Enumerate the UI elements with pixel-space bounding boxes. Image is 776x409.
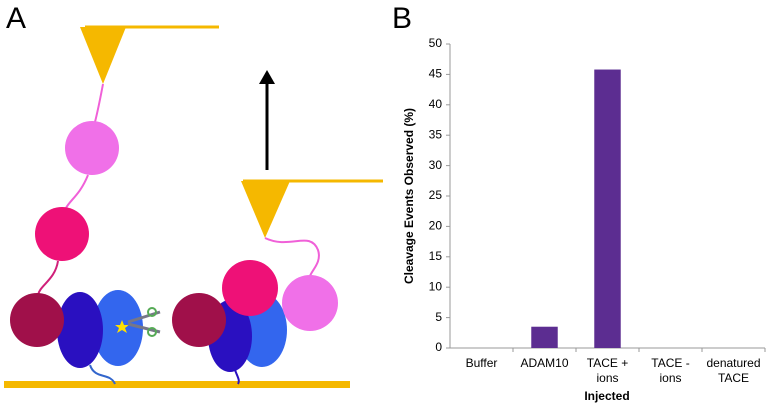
y-tick-label: 45 bbox=[429, 67, 443, 81]
domain bbox=[65, 121, 119, 175]
scissors bbox=[147, 307, 157, 317]
domain bbox=[222, 260, 278, 316]
x-axis-label: Injected bbox=[584, 389, 629, 403]
tip bbox=[241, 181, 290, 238]
y-tick-label: 30 bbox=[429, 158, 443, 172]
y-axis-label: Cleavage Events Observed (%) bbox=[402, 108, 416, 284]
domain bbox=[10, 293, 64, 347]
bar bbox=[531, 326, 558, 348]
y-tick-label: 5 bbox=[435, 310, 442, 324]
linker bbox=[65, 174, 89, 209]
y-tick-label: 20 bbox=[429, 219, 443, 233]
bar bbox=[594, 69, 621, 348]
y-tick-label: 25 bbox=[429, 188, 443, 202]
x-tick-label: denatured TACE bbox=[706, 356, 761, 385]
panel-label: B bbox=[392, 2, 412, 35]
anchor bbox=[234, 369, 240, 385]
protein bbox=[57, 292, 103, 368]
arrow bbox=[259, 70, 275, 84]
surface bbox=[4, 381, 350, 388]
linker bbox=[94, 83, 104, 123]
anchor bbox=[89, 364, 116, 385]
linker bbox=[264, 237, 320, 277]
diagram bbox=[4, 25, 383, 388]
y-tick-label: 10 bbox=[429, 279, 443, 293]
panel-label: A bbox=[6, 2, 26, 35]
linker bbox=[37, 260, 59, 296]
x-tick-label: TACE + ions bbox=[586, 356, 629, 385]
star bbox=[115, 320, 129, 333]
y-tick-label: 0 bbox=[435, 340, 442, 354]
protein bbox=[93, 290, 143, 366]
domain bbox=[35, 207, 89, 261]
x-tick-label: Buffer bbox=[465, 356, 498, 370]
y-tick-label: 40 bbox=[429, 97, 443, 111]
scissors bbox=[147, 327, 157, 337]
domain bbox=[282, 275, 338, 331]
domain bbox=[172, 293, 226, 347]
x-tick-label: ADAM10 bbox=[520, 356, 569, 370]
y-tick-label: 15 bbox=[429, 249, 443, 263]
y-tick-label: 50 bbox=[429, 36, 443, 50]
y-tick-label: 35 bbox=[429, 127, 443, 141]
x-tick-label: TACE - ions bbox=[651, 356, 690, 385]
tip bbox=[80, 27, 126, 84]
